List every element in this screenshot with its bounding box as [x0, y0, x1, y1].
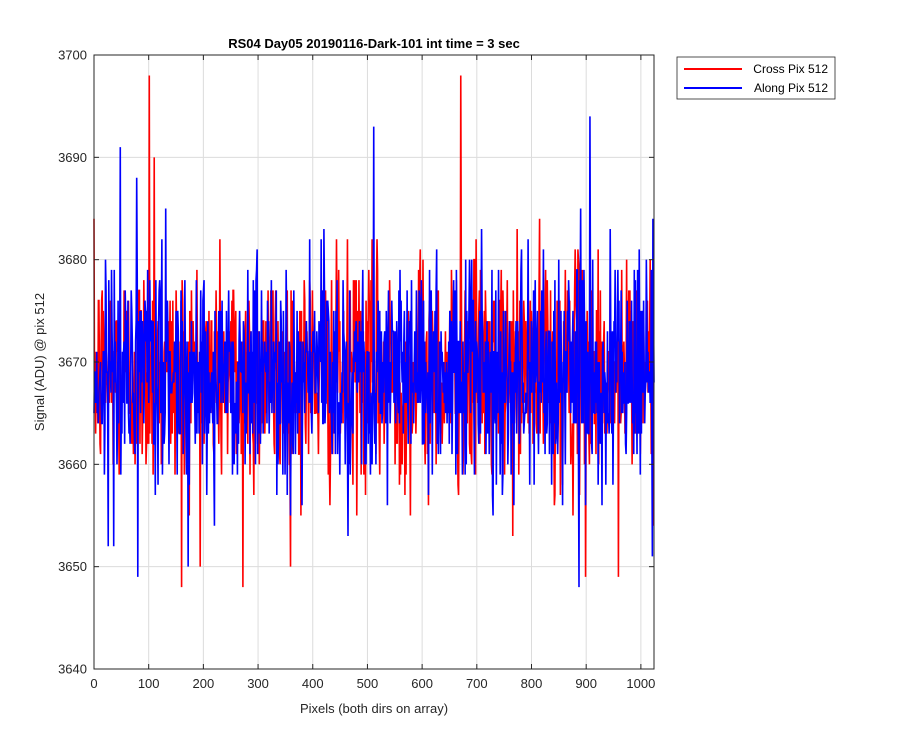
x-axis-label: Pixels (both dirs on array): [300, 701, 448, 716]
x-tick-label: 600: [411, 676, 433, 691]
y-tick-label: 3700: [58, 48, 87, 63]
x-tick-label: 700: [466, 676, 488, 691]
x-tick-label: 100: [138, 676, 160, 691]
series-layer: [93, 75, 655, 588]
y-tick-label: 3690: [58, 150, 87, 165]
ticks: 0 100 200 300 400 500 600 700 800 900 1000 3640 3650…: [58, 48, 655, 692]
legend-label-cross: Cross Pix 512: [753, 62, 828, 76]
x-tick-label: 300: [247, 676, 269, 691]
x-tick-label: 1000: [626, 676, 655, 691]
y-tick-label: 3680: [58, 252, 87, 267]
x-tick-label: 500: [357, 676, 379, 691]
legend: Cross Pix 512 Along Pix 512: [676, 56, 836, 100]
legend-label-along: Along Pix 512: [754, 81, 828, 95]
chart-title: RS04 Day05 20190116-Dark-101 int time = …: [228, 36, 520, 51]
x-tick-label: 400: [302, 676, 324, 691]
x-tick-label: 800: [521, 676, 543, 691]
y-tick-label: 3660: [58, 457, 87, 472]
y-tick-label: 3670: [58, 355, 87, 370]
x-tick-label: 0: [90, 676, 97, 691]
x-tick-label: 200: [193, 676, 215, 691]
y-axis-label: Signal (ADU) @ pix 512: [32, 293, 47, 431]
legend-box: [676, 56, 836, 100]
series-along-pix-512: [93, 116, 655, 588]
y-tick-label: 3640: [58, 662, 87, 677]
x-tick-label: 900: [575, 676, 597, 691]
y-tick-label: 3650: [58, 559, 87, 574]
